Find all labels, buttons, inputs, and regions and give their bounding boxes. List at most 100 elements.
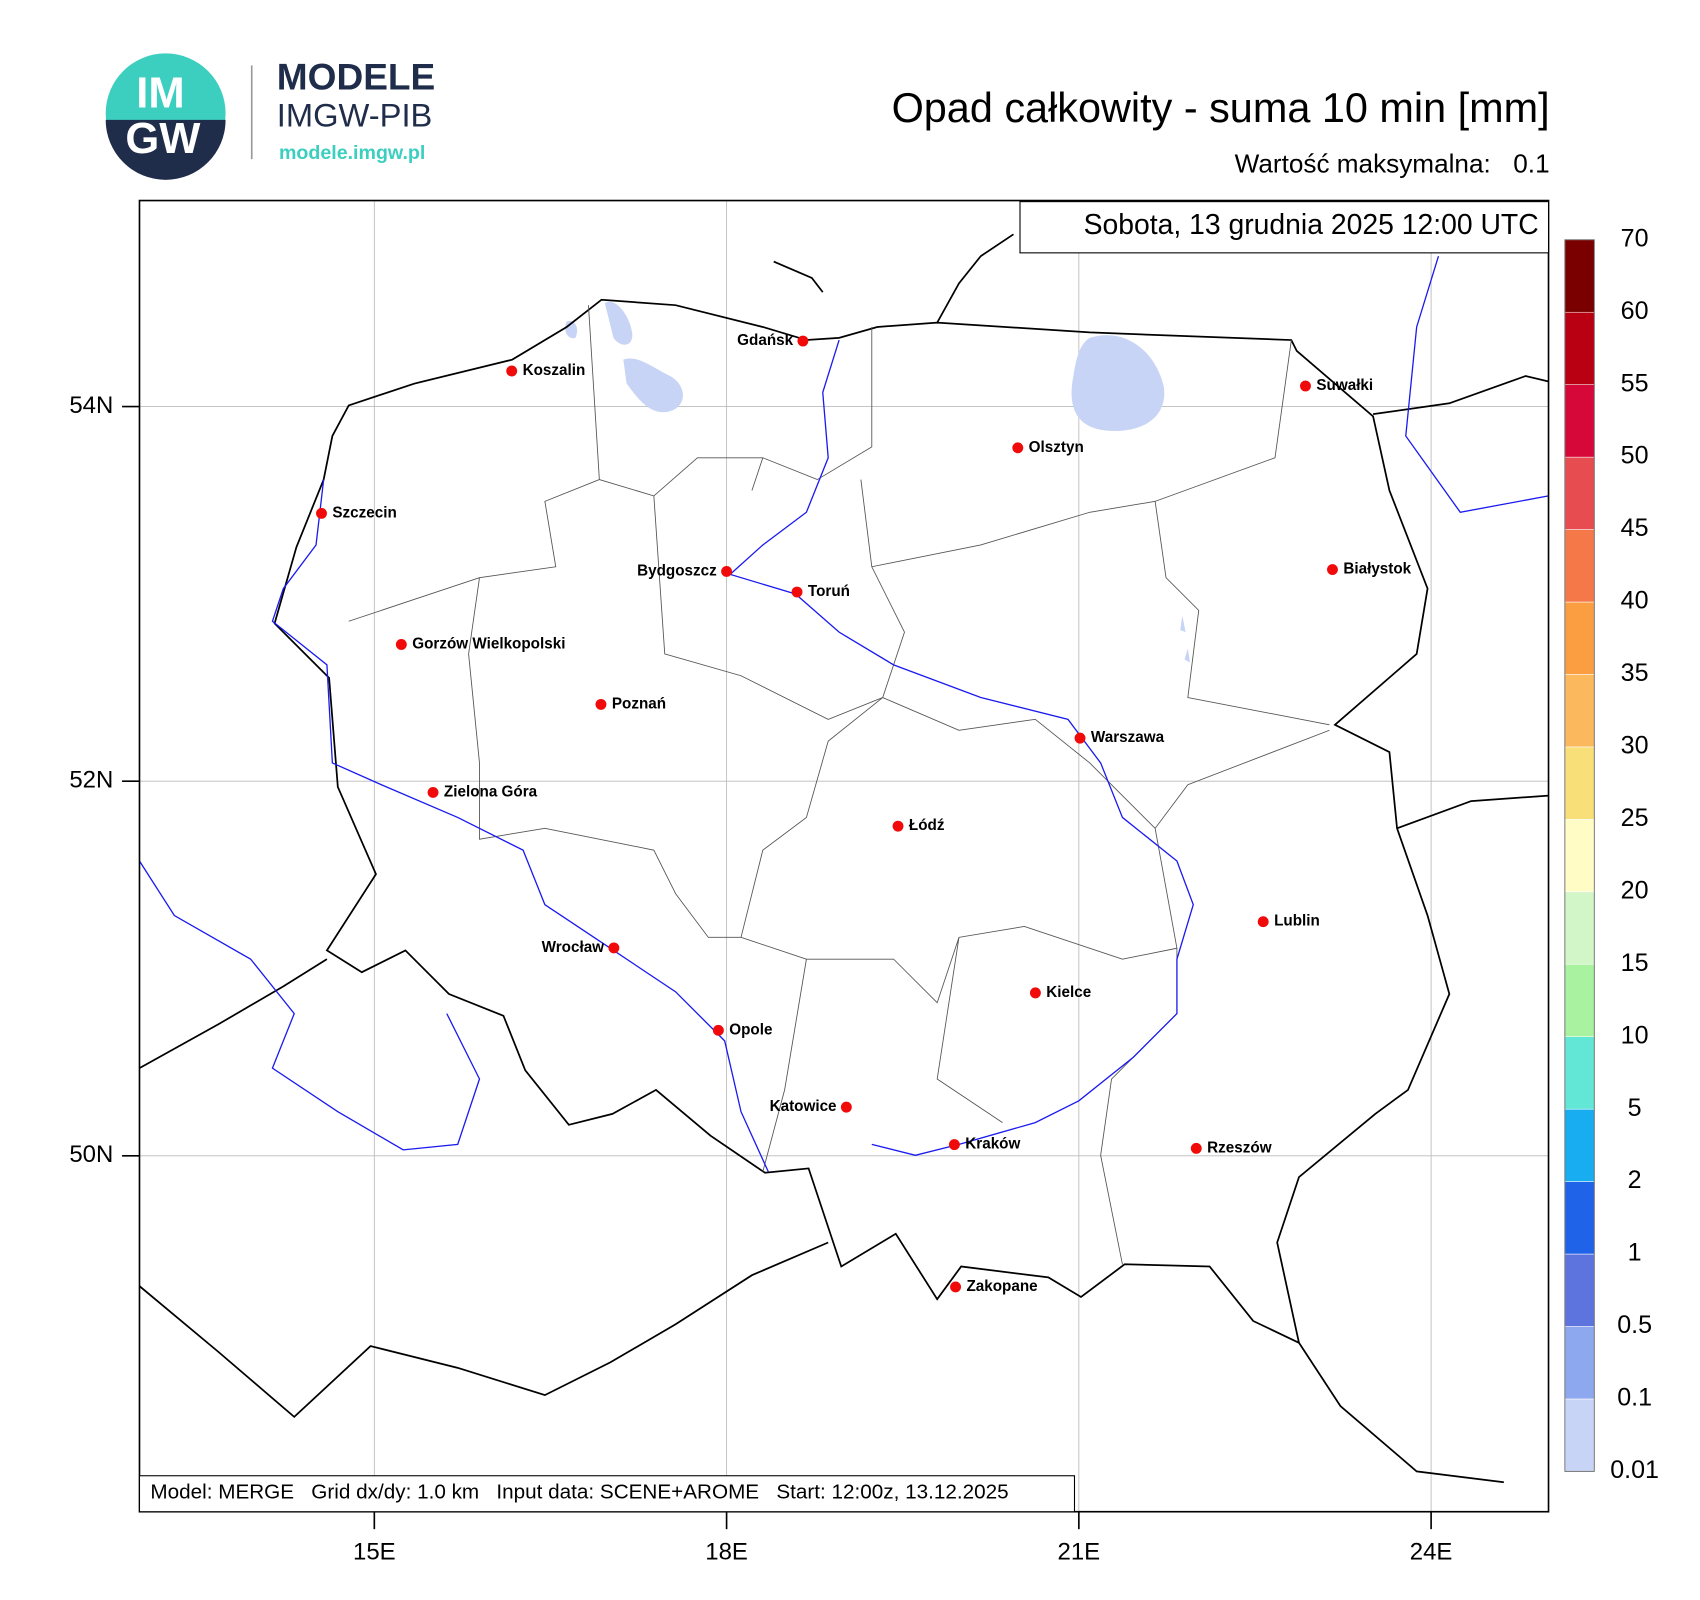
colorbar-segment xyxy=(1564,819,1595,893)
city-label: Białystok xyxy=(1343,561,1411,578)
river xyxy=(728,339,1194,1156)
city-label: Toruń xyxy=(808,583,850,600)
y-tick-label: 50N xyxy=(69,1141,113,1168)
logo-bottom: GW xyxy=(125,115,201,163)
colorbar-segment xyxy=(1564,674,1595,748)
x-tick-label: 24E xyxy=(1410,1538,1453,1565)
x-tick-label: 21E xyxy=(1058,1538,1101,1565)
city-marker xyxy=(1190,1142,1202,1154)
city-label: Gdańsk xyxy=(737,332,793,349)
city-marker xyxy=(1029,987,1041,999)
city-marker xyxy=(948,1139,960,1151)
city-label: Bydgoszcz xyxy=(637,562,717,579)
city-marker xyxy=(595,698,607,710)
max-label: Wartość maksymalna: xyxy=(1235,149,1491,179)
colorbar-segment xyxy=(1564,601,1595,675)
colorbar-label: 0.1 xyxy=(1617,1384,1652,1412)
city-marker xyxy=(791,586,803,598)
precip-area xyxy=(623,358,683,413)
city-label: Kraków xyxy=(965,1136,1020,1153)
max-value: 0.1 xyxy=(1513,149,1549,179)
colorbar-segment xyxy=(1564,1398,1595,1472)
city-label: Olsztyn xyxy=(1029,439,1084,456)
precip-area xyxy=(1071,335,1165,431)
city-label: Poznań xyxy=(612,695,666,712)
city-label: Katowice xyxy=(770,1098,837,1115)
city-label: Suwałki xyxy=(1316,377,1373,394)
colorbar-label: 5 xyxy=(1628,1094,1642,1122)
colorbar-label: 30 xyxy=(1621,732,1649,760)
colorbar-segment xyxy=(1564,891,1595,965)
city-label: Wrocław xyxy=(542,939,605,956)
colorbar-segment xyxy=(1564,311,1595,385)
city-marker xyxy=(316,507,327,519)
logo-lower xyxy=(105,119,226,180)
city-label: Gorzów Wielkopolski xyxy=(412,636,565,653)
colorbar-segment xyxy=(1564,239,1595,313)
city-marker xyxy=(395,639,407,650)
city-marker xyxy=(1012,442,1024,454)
brand: MODELE xyxy=(277,55,435,97)
city-marker xyxy=(1327,564,1338,575)
borders xyxy=(139,233,1549,1484)
city-marker xyxy=(1300,380,1311,392)
y-tick-label: 54N xyxy=(69,392,113,419)
title: Opad całkowity - suma 10 min [mm] xyxy=(892,85,1550,131)
city-marker xyxy=(506,365,518,377)
x-tick-label: 15E xyxy=(353,1538,396,1565)
colorbar-label: 35 xyxy=(1621,659,1649,687)
precip-area xyxy=(604,301,633,345)
coast xyxy=(773,233,1014,324)
city-label: Zakopane xyxy=(966,1278,1037,1295)
colorbar-label: 0.01 xyxy=(1610,1456,1659,1484)
precip-area xyxy=(1180,615,1190,663)
colorbar-label: 40 xyxy=(1621,587,1649,615)
colorbar-segment xyxy=(1564,746,1595,820)
colorbar-frame xyxy=(1564,239,1595,1472)
city-marker xyxy=(950,1281,962,1293)
precip-areas xyxy=(565,301,1190,663)
river xyxy=(139,255,1549,1151)
x-tick-label: 18E xyxy=(705,1538,748,1565)
colorbar-segment xyxy=(1564,963,1595,1037)
city-label: Warszawa xyxy=(1091,729,1165,746)
city-label: Zielona Góra xyxy=(444,783,538,800)
colorbar-label: 20 xyxy=(1621,876,1649,904)
city-marker xyxy=(1257,916,1269,928)
city-marker xyxy=(427,786,439,798)
city-label: Kielce xyxy=(1046,984,1091,1001)
neighbour-border xyxy=(139,375,1549,1484)
colorbar-label: 70 xyxy=(1621,224,1649,252)
city-marker xyxy=(712,1024,724,1036)
valid-time: Sobota, 13 grudnia 2025 12:00 UTC xyxy=(1084,209,1539,241)
country-border xyxy=(273,298,1451,1345)
regions xyxy=(348,305,1330,1265)
city-label: Rzeszów xyxy=(1207,1139,1272,1156)
valid-time-box xyxy=(1019,201,1550,254)
colorbar-label: 25 xyxy=(1621,804,1649,832)
colorbar-segment xyxy=(1564,1253,1595,1327)
rivers xyxy=(139,255,1549,1172)
colorbar-label: 45 xyxy=(1621,514,1649,542)
region-border xyxy=(348,305,1330,1265)
city-label: Lublin xyxy=(1274,913,1320,930)
colorbar-segment xyxy=(1564,1181,1595,1255)
axes: 15E 18E 21E 24E 50N 52N 54N xyxy=(69,392,1452,1566)
logo-top: IM xyxy=(136,69,184,117)
colorbar-label: 0.5 xyxy=(1617,1311,1652,1339)
city-label: Koszalin xyxy=(523,362,586,379)
colorbar-segment xyxy=(1564,1108,1595,1182)
colorbar-segment xyxy=(1564,1326,1595,1400)
footer-box xyxy=(138,1475,1076,1513)
city-marker xyxy=(721,565,733,577)
org: IMGW-PIB xyxy=(277,96,433,133)
city-label: Szczecin xyxy=(332,504,396,521)
y-tick-label: 52N xyxy=(69,767,113,794)
city-marker xyxy=(892,820,904,832)
colorbar-label: 15 xyxy=(1621,949,1649,977)
colorbar-label: 2 xyxy=(1628,1166,1642,1194)
colorbar-label: 50 xyxy=(1621,442,1649,470)
map-background xyxy=(139,200,1549,1512)
